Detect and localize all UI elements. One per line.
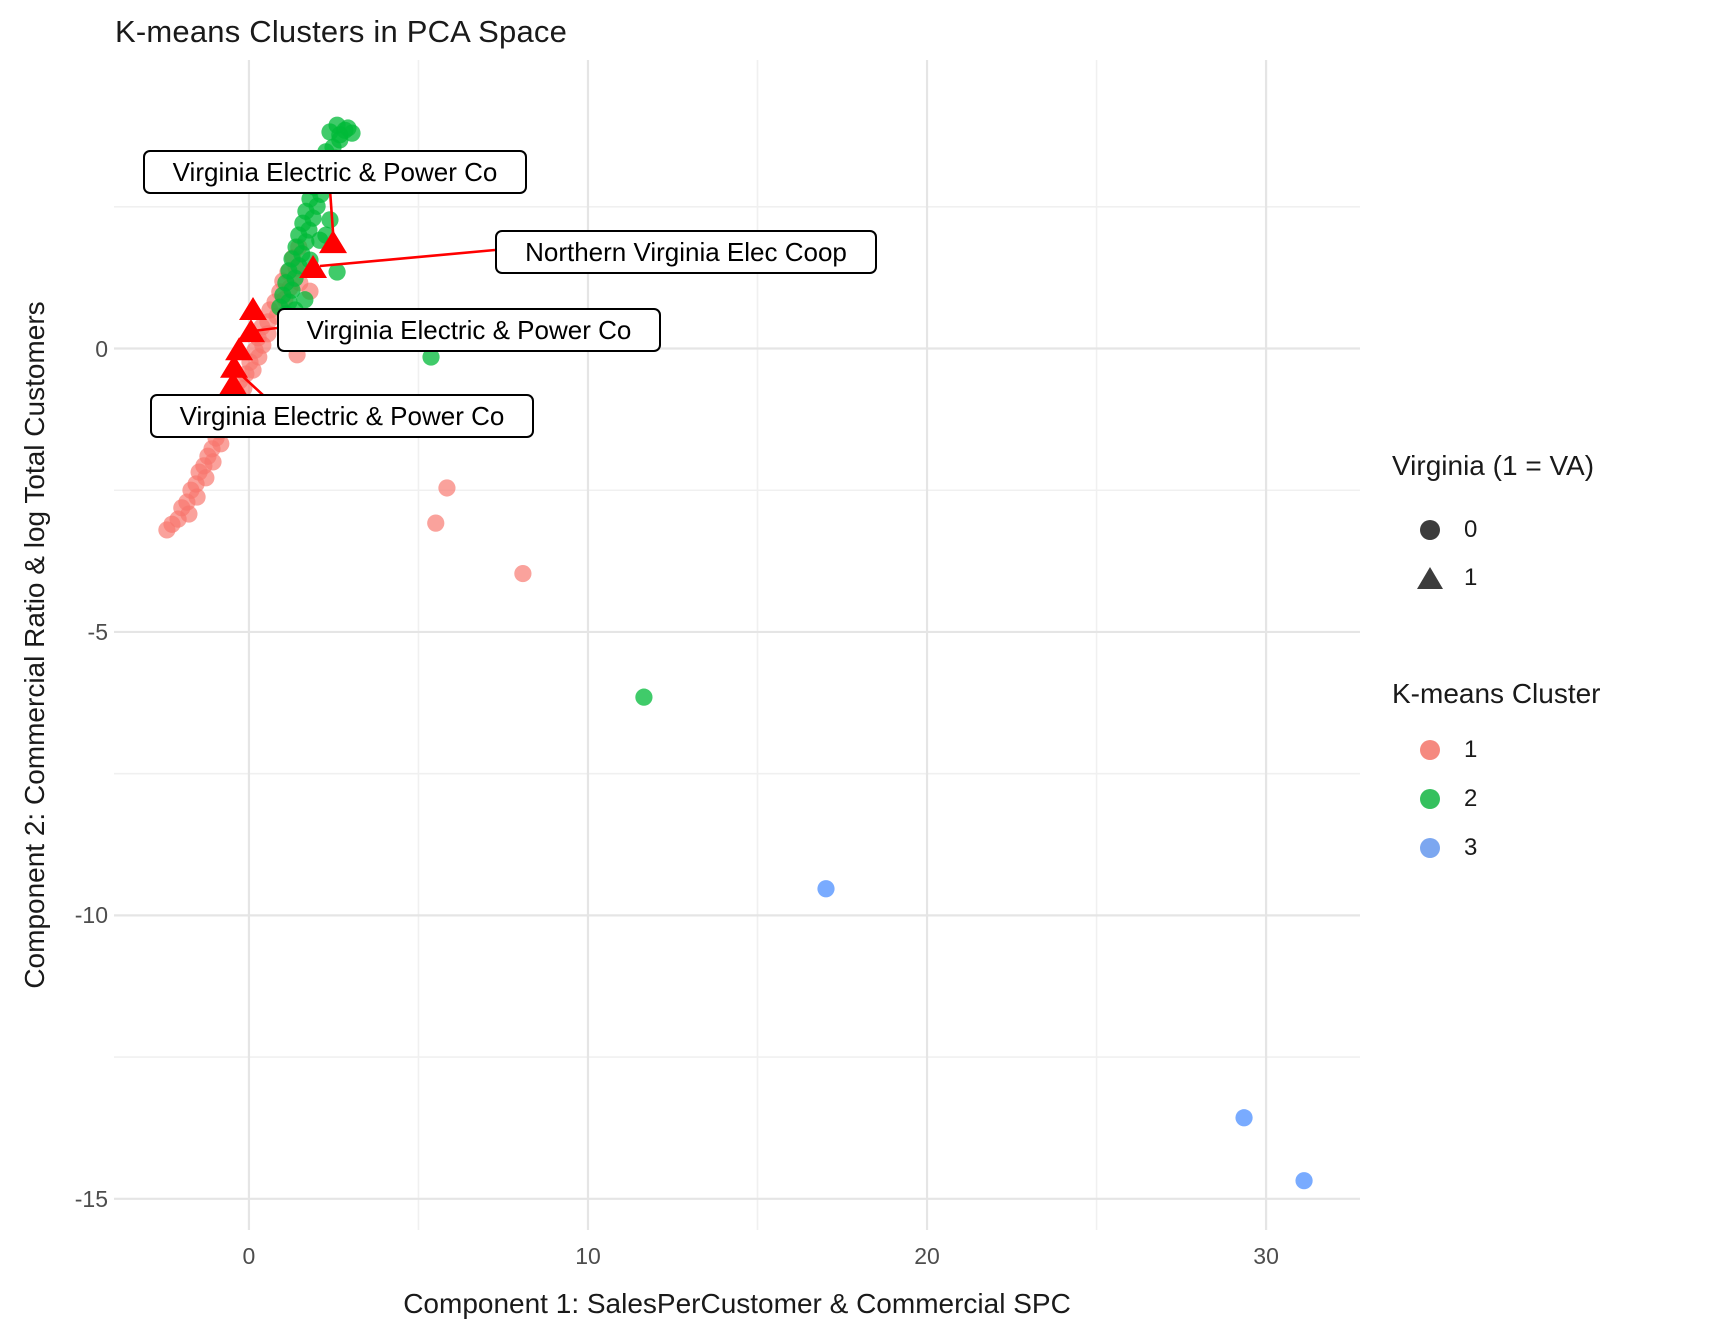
- legend-circle-icon: [1420, 520, 1440, 540]
- x-tick-label: 20: [914, 1243, 940, 1269]
- color-legend-item-1: 1: [1416, 736, 1477, 764]
- shape-legend-item-0: 0: [1416, 516, 1477, 544]
- point-virginia-triangle: [319, 230, 348, 254]
- x-axis-title: Component 1: SalesPerCustomer & Commerci…: [403, 1288, 1071, 1319]
- point-virginia-triangle: [220, 354, 249, 378]
- point-cluster-1: [514, 564, 532, 583]
- y-tick-label: -15: [74, 1185, 108, 1212]
- point-cluster-2: [343, 124, 361, 142]
- point-cluster-3: [1295, 1172, 1313, 1190]
- point-cluster-3: [817, 880, 835, 898]
- annotation-label: Virginia Electric & Power Co: [143, 150, 527, 194]
- x-tick-label: 30: [1253, 1243, 1279, 1269]
- legend-cluster-swatch: [1420, 838, 1440, 858]
- color-legend-title: K-means Cluster: [1392, 678, 1601, 709]
- point-virginia-triangle: [239, 296, 268, 320]
- point-cluster-1: [158, 521, 176, 539]
- shape-legend-title: Virginia (1 = VA): [1392, 450, 1595, 481]
- x-tick-label: 0: [242, 1243, 256, 1269]
- legend-cluster-swatch: [1420, 740, 1440, 760]
- y-tick-label: 0: [95, 335, 108, 362]
- legend-cluster-swatch: [1420, 789, 1440, 809]
- point-virginia-triangle: [299, 255, 328, 279]
- legend-triangle-icon: [1417, 567, 1443, 589]
- plot-title: K-means Clusters in PCA Space: [115, 14, 568, 49]
- point-cluster-2: [296, 291, 314, 309]
- annotation-label: Virginia Electric & Power Co: [277, 308, 661, 352]
- point-cluster-2: [635, 688, 653, 706]
- annotation-leader-line: [319, 248, 496, 268]
- color-legend-item-3: 3: [1416, 834, 1477, 862]
- point-cluster-1: [427, 514, 445, 532]
- point-virginia-triangle: [219, 371, 248, 395]
- point-cluster-2: [422, 348, 440, 366]
- color-legend-item-2: 2: [1416, 785, 1477, 813]
- y-tick-label: -5: [87, 618, 108, 645]
- y-tick-label: -10: [74, 902, 108, 929]
- annotation-label: Northern Virginia Elec Coop: [495, 230, 877, 274]
- point-virginia-triangle: [236, 319, 265, 343]
- annotation-label: Virginia Electric & Power Co: [150, 394, 534, 438]
- point-cluster-1: [438, 479, 456, 497]
- shape-legend: Virginia (1 = VA): [1392, 450, 1594, 482]
- point-cluster-2: [328, 263, 346, 281]
- color-legend: K-means Cluster: [1392, 678, 1601, 710]
- point-cluster-2: [321, 211, 339, 229]
- x-tick-label: 10: [575, 1243, 601, 1269]
- shape-legend-item-1: 1: [1416, 564, 1477, 592]
- point-cluster-3: [1235, 1109, 1253, 1127]
- point-virginia-triangle: [225, 337, 254, 361]
